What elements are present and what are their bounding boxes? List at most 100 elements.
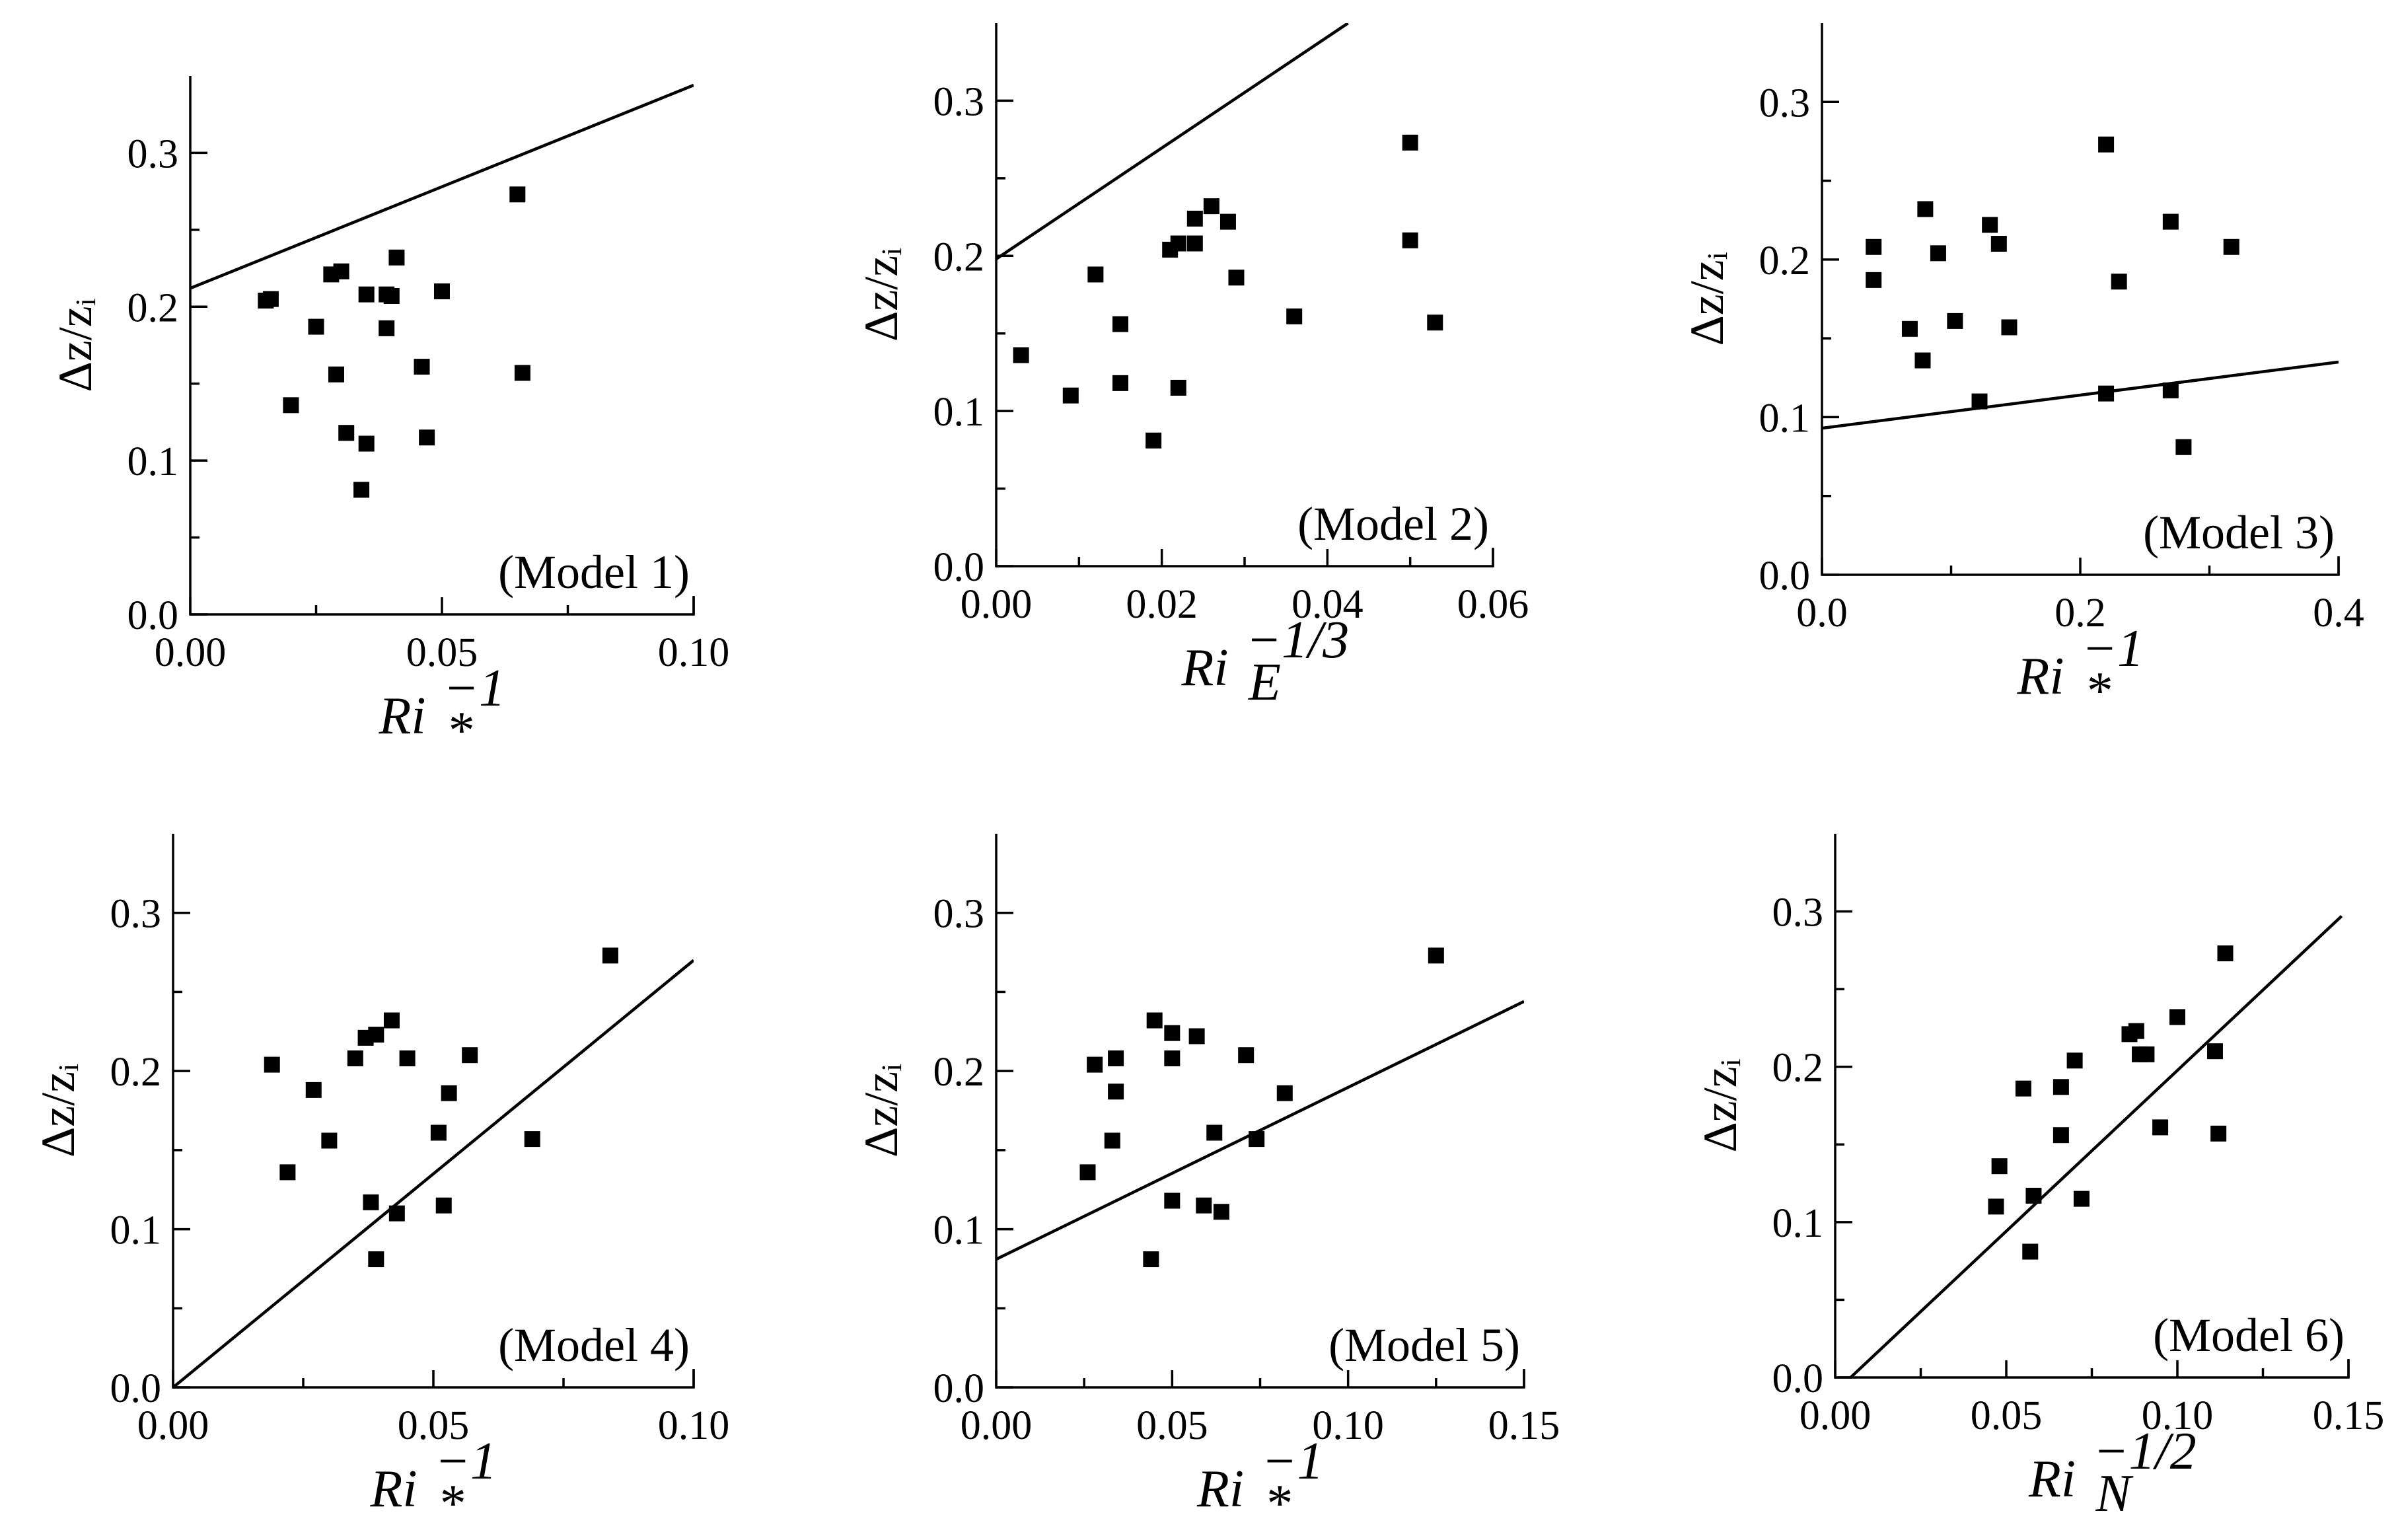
fit-line [173,959,694,1387]
data-point [1971,393,1988,410]
data-point [2066,1052,2083,1069]
x-tick-label: 0.05 [406,630,478,675]
data-point [308,318,324,335]
x-tick-label: 0.00 [961,582,1033,627]
data-point [1238,1047,1255,1064]
x-axis-label: Ri [369,1460,417,1518]
data-point [524,1131,540,1148]
x-axis-label-superscript: −1/3 [1246,611,1349,669]
x-axis-label-superscript: −1 [443,659,505,717]
y-axis-label: Δz/zᵢ [855,1064,908,1157]
y-tick-label: 0.0 [1759,554,1811,599]
x-tick-label: 0.4 [2313,591,2364,636]
data-point [1914,352,1931,369]
data-point [1990,236,2007,252]
y-tick-label: 0.3 [1759,81,1811,126]
data-point [1145,432,1162,449]
data-point [1087,1056,1103,1073]
data-point [1249,1131,1265,1148]
x-tick-label: 0.06 [1457,582,1529,627]
data-point [283,397,299,414]
data-point [347,1050,363,1066]
data-point [2169,1009,2185,1025]
data-point [2053,1079,2069,1095]
data-point [1206,1124,1223,1141]
y-tick-label: 0.3 [933,79,985,124]
x-axis-label: Ri [1181,639,1228,697]
y-tick-label: 0.0 [110,1366,162,1411]
y-tick-label: 0.2 [933,235,985,279]
data-point [2206,1043,2223,1060]
x-tick-label: 0.15 [1488,1403,1560,1448]
data-point [435,1197,452,1214]
x-tick-label: 0.05 [1971,1393,2043,1438]
data-point [1104,1132,1120,1149]
x-axis-label-superscript: −1 [435,1432,497,1490]
x-axis-label-subscript: E [1248,653,1281,712]
x-tick-label: 0.00 [137,1403,209,1448]
data-point [1276,1085,1293,1101]
data-point [1228,270,1245,286]
x-tick-label: 0.00 [155,630,227,675]
data-point [509,186,526,203]
chart-panel-6: 0.00 0.05 0.10 0.15 0.0 0.1 0.2 0.3 (Model 6) Δz/… [1694,834,2384,1523]
data-point [1402,134,1418,151]
x-axis-label: Ri [1196,1460,1244,1518]
data-point [264,1056,280,1073]
x-axis-label-superscript: −1 [1262,1432,1324,1490]
y-tick-label: 0.2 [110,1050,162,1095]
y-axis-label: Δz/zᵢ [855,248,908,342]
data-point [514,365,530,381]
data-point [1930,245,1946,262]
data-point [1917,201,1934,217]
x-axis-label-subscript: * [2084,662,2111,720]
data-point [1947,312,1963,329]
data-point [321,1132,338,1149]
data-point [262,291,279,307]
x-tick-label: 0.10 [658,1403,730,1448]
data-point [462,1047,478,1064]
data-point [2210,1125,2227,1142]
data-point [1866,238,1882,255]
data-point [1146,1012,1163,1029]
x-tick-label: 0.05 [1136,1403,1208,1448]
data-point [368,1027,384,1043]
x-tick-label: 0.15 [2313,1393,2385,1438]
x-axis-label-superscript: −1/2 [2093,1422,2197,1481]
data-point [1427,314,1443,331]
data-point [2152,1119,2169,1136]
y-tick-label: 0.3 [1772,891,1824,935]
data-point [419,429,435,446]
y-tick-label: 0.0 [1772,1356,1824,1401]
data-point [388,1205,405,1222]
model-label: (Model 6) [2153,1309,2345,1362]
data-point [2111,274,2127,290]
chart-panel-3: 0.0 0.2 0.4 0.0 0.1 0.2 0.3 (Model 3) Δz/zᵢ Ri −1* [1681,23,2364,720]
data-point [1188,1028,1205,1045]
axes-frame [172,834,695,1389]
y-tick-label: 0.3 [933,892,985,937]
data-point [358,435,375,452]
data-point [1186,210,1203,227]
model-label: (Model 2) [1297,497,1489,550]
x-axis-label-superscript: −1 [2082,620,2144,678]
x-tick-label: 0.00 [961,1403,1033,1448]
data-point [414,359,430,375]
data-point [368,1251,384,1268]
data-point [1170,235,1186,252]
data-point [333,263,349,279]
data-point [1164,1192,1181,1209]
data-point [441,1085,457,1101]
data-point [2025,1187,2042,1204]
data-point [1087,266,1104,283]
x-axis-label-subscript: * [437,1475,464,1533]
data-point [2138,1046,2155,1062]
data-point [2073,1191,2090,1207]
fit-line [1822,360,2339,430]
x-tick-label: 0.02 [1126,582,1198,627]
data-point [1219,213,1236,230]
data-point [1112,375,1128,391]
data-point [1170,379,1186,396]
axes-frame [1834,834,2350,1379]
